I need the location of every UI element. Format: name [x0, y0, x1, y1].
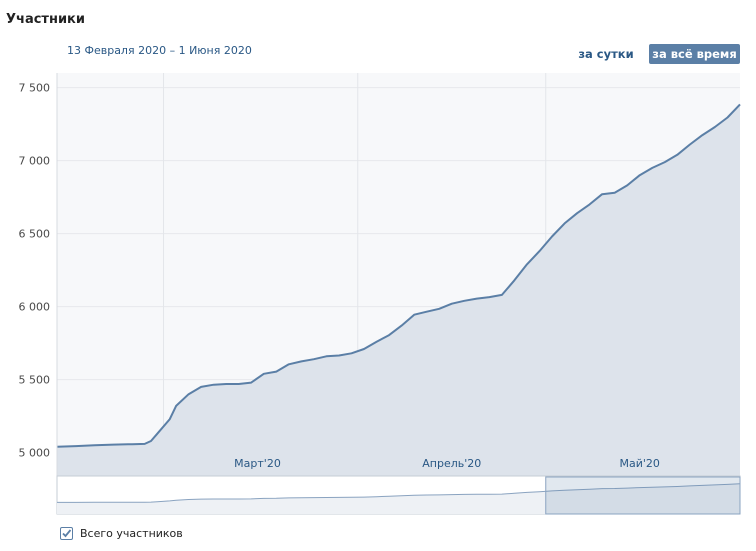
navigator-selection[interactable]	[545, 476, 741, 515]
navigator-area	[57, 483, 740, 514]
range-all-time-button[interactable]: за всё время	[649, 44, 740, 64]
x-axis-ticks: Март'20 Апрель'20 Май'20	[56, 73, 740, 476]
x-axis-band	[57, 451, 740, 476]
navigator-line	[57, 483, 741, 503]
y-tick-label-1: 5 500	[19, 374, 51, 387]
y-tick-label-4: 7 000	[19, 155, 51, 168]
y-tick-label-3: 6 500	[19, 228, 51, 241]
x-tick-label-1: Апрель'20	[422, 457, 481, 470]
y-tick-label-2: 6 000	[19, 301, 51, 314]
legend-item-total-members[interactable]: Всего участников	[60, 524, 183, 542]
date-range-label: 13 Февраля 2020 – 1 Июня 2020	[67, 44, 252, 57]
y-tick-label-0: 5 000	[19, 447, 51, 460]
page-title: Участники	[6, 12, 85, 27]
series-area	[57, 104, 740, 477]
range-navigator	[56, 475, 741, 515]
x-tick-label-0: Март'20	[234, 457, 281, 470]
checkmark-icon	[62, 528, 72, 537]
range-day-button[interactable]: за сутки	[578, 47, 634, 61]
x-tick-label-2: Май'20	[620, 457, 660, 470]
series-line	[56, 103, 741, 448]
y-tick-label-5: 7 500	[19, 82, 51, 95]
legend-checkbox[interactable]	[60, 526, 73, 540]
legend-label: Всего участников	[80, 526, 183, 540]
y-axis-ticks: 5 000 5 500 6 000 6 500 7 000 7 500	[19, 82, 51, 460]
